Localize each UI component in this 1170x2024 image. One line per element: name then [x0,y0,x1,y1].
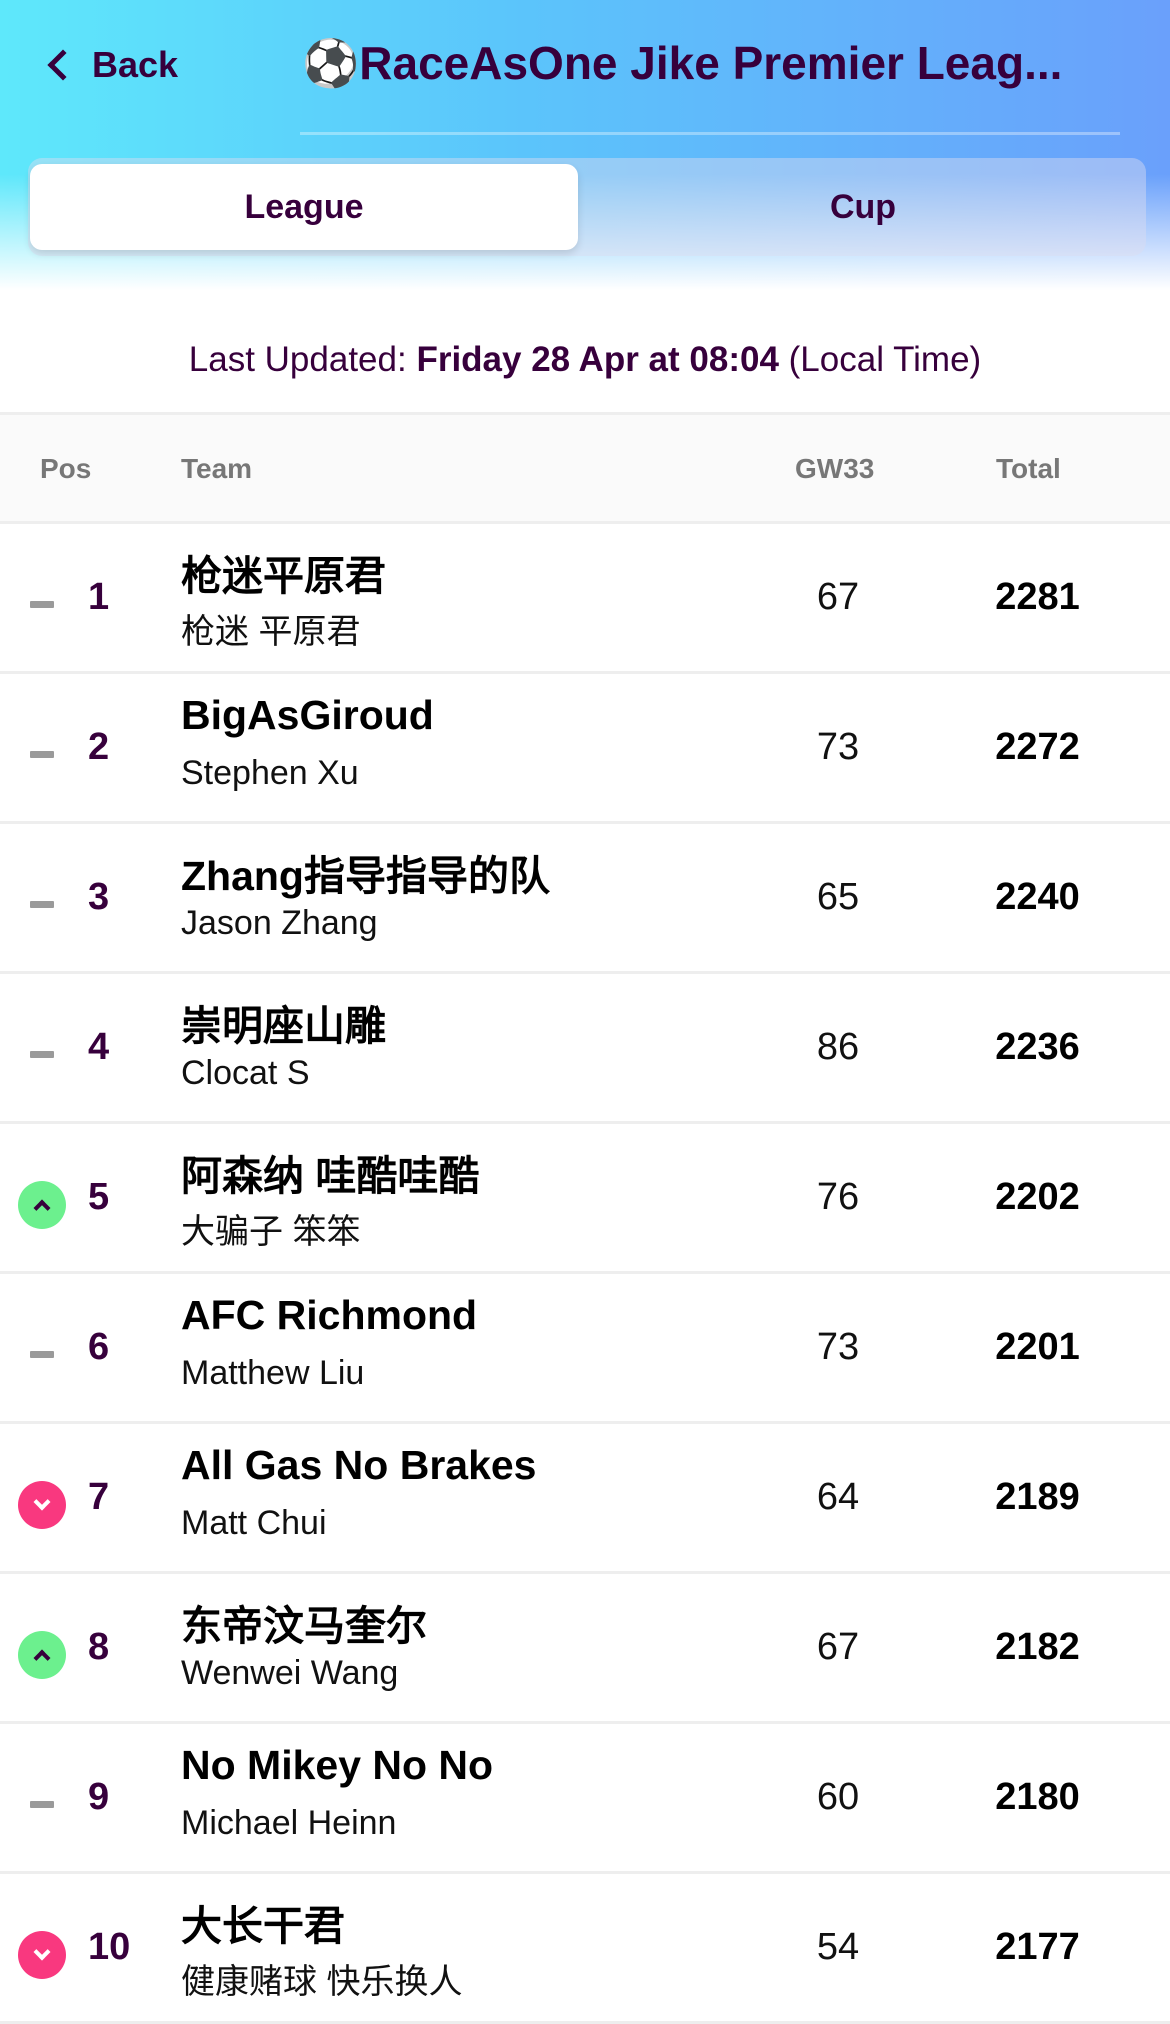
team-name[interactable]: 枪迷平原君 [181,553,386,599]
chevron-left-icon [47,49,79,81]
team-name[interactable]: BigAsGiroud [181,692,434,738]
table-row[interactable]: 1 枪迷平原君 枪迷 平原君 67 2281 [0,524,1170,674]
gameweek-points: 73 [816,1326,860,1368]
team-name[interactable]: Zhang指导指导的队 [181,853,550,899]
position: 7 [88,1476,110,1518]
col-total: Total [996,453,1061,484]
last-updated-prefix: Last Updated: [188,340,417,379]
position: 10 [88,1926,131,1968]
table-row[interactable]: 3 Zhang指导指导的队 Jason Zhang 65 2240 [0,824,1170,974]
manager-name: Michael Heinn [181,1804,397,1842]
gameweek-points: 60 [816,1776,860,1818]
position: 4 [88,1026,110,1068]
tab-cup[interactable]: Cup [829,187,897,226]
team-name[interactable]: 阿森纳 哇酷哇酷 [181,1153,480,1199]
no-change-icon [30,751,54,758]
manager-name: Wenwei Wang [181,1654,399,1692]
gameweek-points: 76 [816,1176,860,1218]
table-row[interactable]: 8 东帝汶马奎尔 Wenwei Wang 67 2182 [0,1574,1170,1724]
table-row[interactable]: 4 崇明座山雕 Clocat S 86 2236 [0,974,1170,1124]
position: 3 [88,876,110,918]
gameweek-points: 64 [816,1476,860,1518]
gameweek-points: 54 [816,1926,860,1968]
back-button[interactable]: Back [44,40,178,90]
total-points: 2182 [995,1626,1080,1668]
tab-bar: League Cup [28,158,1146,256]
team-name[interactable]: AFC Richmond [181,1292,478,1338]
arrow-up-icon [18,1631,66,1679]
last-updated-suffix: (Local Time) [778,340,982,379]
manager-name: 枪迷 平原君 [181,613,361,651]
manager-name: 大骗子 笨笨 [181,1213,361,1251]
col-pos: Pos [40,453,92,484]
tab-league[interactable]: League [30,164,578,250]
team-name[interactable]: 大长干君 [181,1903,345,1949]
position: 5 [88,1176,110,1218]
position: 9 [88,1776,110,1818]
back-label: Back [92,44,179,85]
table-row[interactable]: 2 BigAsGiroud Stephen Xu 73 2272 [0,674,1170,824]
gameweek-points: 67 [816,576,860,618]
position: 2 [88,726,110,768]
divider [300,132,1120,135]
manager-name: 健康赌球 快乐换人 [181,1963,463,2001]
gameweek-points: 86 [816,1026,860,1068]
position: 1 [88,576,110,618]
total-points: 2201 [995,1326,1080,1368]
total-points: 2281 [995,576,1080,618]
col-team: Team [181,453,253,484]
page-title: ⚽RaceAsOne Jike Premier Leag... [302,37,1063,89]
manager-name: Matt Chui [181,1504,327,1542]
no-change-icon [30,1051,54,1058]
position: 8 [88,1626,110,1668]
team-name[interactable]: 崇明座山雕 [181,1003,386,1049]
position: 6 [88,1326,110,1368]
total-points: 2189 [995,1476,1080,1518]
team-name[interactable]: All Gas No Brakes [181,1442,537,1488]
total-points: 2180 [995,1776,1080,1818]
team-name[interactable]: No Mikey No No [181,1742,494,1788]
table-row[interactable]: 9 No Mikey No No Michael Heinn 60 2180 [0,1724,1170,1874]
manager-name: Matthew Liu [181,1354,365,1392]
manager-name: Stephen Xu [181,754,359,792]
table-row[interactable]: 6 AFC Richmond Matthew Liu 73 2201 [0,1274,1170,1424]
total-points: 2177 [995,1926,1080,1968]
arrow-down-icon [18,1481,66,1529]
team-name[interactable]: 东帝汶马奎尔 [181,1603,427,1649]
gameweek-points: 67 [816,1626,860,1668]
gameweek-points: 73 [816,726,860,768]
no-change-icon [30,901,54,908]
col-gw: GW33 [795,453,875,484]
table-header: Pos Team GW33 Total [0,412,1170,524]
no-change-icon [30,1351,54,1358]
table-row[interactable]: 10 大长干君 健康赌球 快乐换人 54 2177 [0,1874,1170,2024]
arrow-up-icon [18,1181,66,1229]
last-updated: Last Updated: Friday 28 Apr at 08:04 (Lo… [0,340,1170,380]
table-row[interactable]: 5 阿森纳 哇酷哇酷 大骗子 笨笨 76 2202 [0,1124,1170,1274]
total-points: 2202 [995,1176,1080,1218]
gameweek-points: 65 [816,876,860,918]
total-points: 2272 [995,726,1080,768]
manager-name: Jason Zhang [181,904,378,942]
last-updated-datetime: Friday 28 Apr at 08:04 [416,340,779,379]
no-change-icon [30,1801,54,1808]
arrow-down-icon [18,1931,66,1979]
manager-name: Clocat S [181,1054,310,1092]
no-change-icon [30,601,54,608]
total-points: 2236 [995,1026,1080,1068]
table-row[interactable]: 7 All Gas No Brakes Matt Chui 64 2189 [0,1424,1170,1574]
total-points: 2240 [995,876,1080,918]
